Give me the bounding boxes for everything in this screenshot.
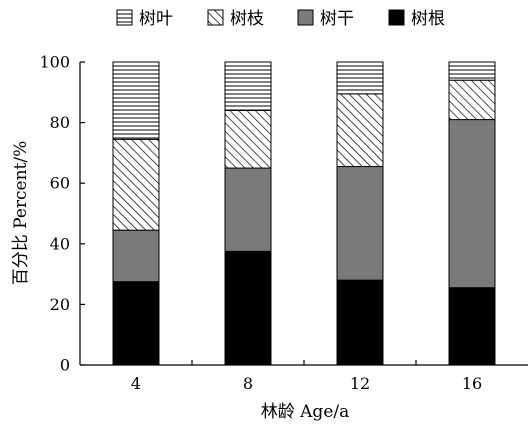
x-axis-title: 林龄 Age/a <box>261 402 350 422</box>
bar-segment <box>336 166 384 281</box>
bar-segment <box>224 250 272 366</box>
x-tick-label: 16 <box>462 374 482 393</box>
bar-segment <box>336 93 384 168</box>
y-tick-label: 100 <box>39 53 70 72</box>
legend-label: 树叶 <box>139 9 173 29</box>
legend-swatch <box>297 9 314 26</box>
bar-segment <box>112 281 160 366</box>
bar-segment <box>224 109 272 169</box>
x-tick-label: 8 <box>243 374 253 393</box>
bar-segment <box>448 119 496 289</box>
y-tick-label: 20 <box>50 295 70 314</box>
legend-swatch <box>388 9 405 26</box>
y-tick-label: 0 <box>60 356 70 375</box>
y-axis-title: 百分比 Percent/% <box>11 141 31 286</box>
bar-segment <box>336 279 384 366</box>
bar-segment <box>448 61 496 81</box>
legend-swatch <box>116 9 133 26</box>
bar-segment <box>112 61 160 140</box>
bar-segment <box>448 287 496 366</box>
bar-segment <box>224 167 272 252</box>
legend-label: 树干 <box>320 9 354 29</box>
legend-label: 树枝 <box>230 9 264 29</box>
bar-segment <box>336 61 384 95</box>
bar-segment <box>112 138 160 231</box>
bar-segment <box>448 79 496 121</box>
legend-label: 树根 <box>411 9 445 29</box>
y-tick-label: 80 <box>50 113 70 132</box>
legend: 树叶 树枝 树干 树根 <box>116 9 445 29</box>
x-tick-label: 4 <box>131 374 141 393</box>
plot-area: 0 20 40 60 80 100 4 8 12 16 <box>39 53 528 393</box>
legend-swatch <box>207 9 224 26</box>
bars <box>112 61 496 366</box>
x-ticks: 4 8 12 16 <box>131 360 482 393</box>
x-tick-label: 12 <box>350 374 370 393</box>
y-tick-label: 40 <box>50 234 70 253</box>
bar-segment <box>112 229 160 283</box>
bar-segment <box>224 61 272 111</box>
y-ticks: 0 20 40 60 80 100 <box>39 53 85 375</box>
y-tick-label: 60 <box>50 174 70 193</box>
